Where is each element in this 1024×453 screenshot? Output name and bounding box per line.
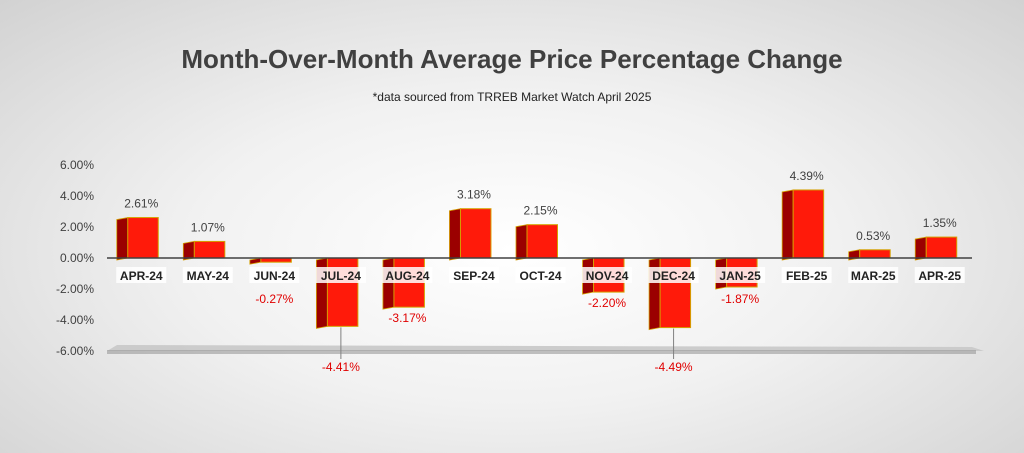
chart-floor [107,345,984,351]
category-label: JAN-25 [719,269,761,283]
category-label: OCT-24 [519,269,561,283]
bar [127,217,159,259]
bar [526,224,558,259]
value-label: 2.15% [523,204,557,218]
chart-title: Month-Over-Month Average Price Percentag… [181,44,843,74]
category-label-bg [582,267,633,283]
bar-side [449,208,461,261]
category-label-bg [182,267,233,283]
category-label: APR-25 [918,269,961,283]
category-label-bg [448,267,499,283]
value-label: 2.61% [124,197,158,211]
value-label: -2.20% [588,296,626,310]
bar [925,236,958,259]
value-label: 0.53% [856,229,890,243]
category-label: MAY-24 [187,269,230,283]
category-label-bg [315,267,366,283]
y-tick-label: 4.00% [60,189,94,203]
category-label: AUG-24 [385,269,429,283]
category-label-bg [382,267,433,283]
bar-side [116,217,129,261]
y-tick-label: -6.00% [56,344,94,358]
category-label-bg [648,267,699,283]
category-label-bg [914,267,965,283]
bar-side [515,224,528,261]
category-label: NOV-24 [586,269,629,283]
category-label: DEC-24 [652,269,695,283]
bar [792,189,825,259]
y-tick-label: 0.00% [60,251,94,265]
category-label-bg [249,267,300,283]
category-label-bg [715,267,766,283]
category-label: MAR-25 [851,269,896,283]
category-label: JUN-24 [254,269,296,283]
y-tick-label: 6.00% [60,158,94,172]
chart-floor-edge [107,350,976,354]
value-label: -0.27% [255,292,293,306]
y-tick-label: -4.00% [56,313,94,327]
bar [459,208,492,259]
bar [193,240,226,259]
value-label: 4.39% [790,169,824,183]
y-tick-label: -2.00% [56,282,94,296]
value-label: 1.07% [191,220,225,234]
value-label: -3.17% [388,311,426,325]
category-label: FEB-25 [786,269,828,283]
bar-side [781,189,794,261]
bar-side [914,236,927,261]
category-label-bg [515,267,566,283]
y-tick-label: 2.00% [60,220,94,234]
category-label-bg [781,267,832,283]
category-label: JUL-24 [321,269,361,283]
bar-side [382,257,395,310]
value-label: 1.35% [923,216,957,230]
value-label: -4.41% [322,360,360,374]
value-label: -4.49% [655,360,693,374]
bar-side [182,240,195,261]
category-label: SEP-24 [453,269,495,283]
category-label: APR-24 [120,269,163,283]
bar-side [249,257,262,265]
bar [859,249,891,259]
value-label: -1.87% [721,292,759,306]
category-label-bg [116,267,167,283]
category-label-bg [848,267,899,283]
chart-subtitle: *data sourced from TRREB Market Watch Ap… [372,90,652,104]
value-label: 3.18% [457,188,491,202]
